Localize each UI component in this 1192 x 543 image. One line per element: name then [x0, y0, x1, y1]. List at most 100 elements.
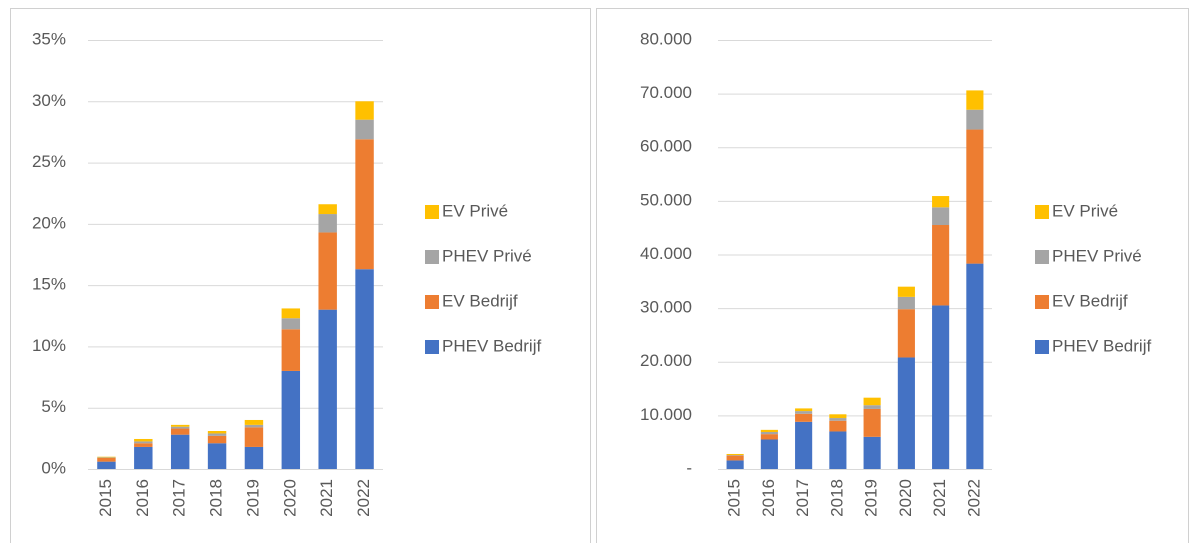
bar-segment [134, 438, 153, 442]
y-tick-label: 60.000 [640, 137, 692, 156]
y-tick-label: 70.000 [640, 83, 692, 102]
panel-frame [596, 8, 1189, 543]
bar-segment [244, 419, 264, 425]
legend-label: PHEV Privé [442, 246, 532, 265]
bar-segment [318, 309, 337, 469]
bar-segment [863, 397, 881, 406]
bar-segment [170, 428, 190, 435]
bar-segment [760, 429, 778, 432]
bar-segment [170, 424, 190, 427]
bar-segment [355, 101, 374, 120]
x-tick-label: 2016 [133, 479, 152, 517]
x-tick-label: 2020 [280, 479, 299, 517]
bar-segment [134, 443, 153, 447]
legend-swatch [425, 340, 439, 354]
bar-segment [97, 457, 116, 462]
bar-segment [795, 413, 813, 422]
bar-segment [795, 421, 813, 469]
bar-segment [829, 414, 847, 419]
bar-segment [795, 411, 813, 414]
y-tick-label: 35% [32, 29, 66, 48]
bar-segment [726, 455, 744, 456]
bar-segment [355, 119, 374, 140]
bar-segment [97, 457, 116, 458]
bar-segment [897, 296, 915, 310]
y-tick-label: 30% [32, 91, 66, 110]
x-tick-label: 2022 [354, 479, 373, 517]
bar-segment [207, 443, 227, 469]
bar-segment [207, 435, 227, 444]
bar-segment [207, 431, 227, 434]
panel-frame [10, 8, 591, 543]
legend-label: PHEV Bedrijf [1052, 336, 1151, 355]
y-tick-label: - [686, 458, 692, 477]
bar-segment [829, 418, 847, 421]
bar-segment [897, 286, 915, 297]
bar-segment [134, 441, 153, 444]
x-tick-label: 2019 [862, 479, 881, 517]
bar-segment [170, 434, 190, 469]
legend-swatch [1035, 205, 1049, 219]
x-tick-label: 2022 [964, 479, 983, 517]
bar-segment [244, 424, 264, 428]
bar-segment [966, 263, 984, 469]
bar-segment [760, 439, 778, 469]
bar-segment [795, 408, 813, 412]
bar-segment [318, 204, 337, 215]
legend-label: PHEV Bedrijf [442, 336, 541, 355]
bar-segment [829, 431, 847, 469]
bar-segment [134, 446, 153, 469]
legend-label: EV Privé [1052, 201, 1118, 220]
bar-segment [281, 318, 301, 330]
bar-segment [281, 329, 301, 371]
legend-swatch [425, 205, 439, 219]
bar-segment [932, 305, 950, 469]
bar-segment [355, 269, 374, 469]
legend-label: EV Privé [442, 201, 508, 220]
x-tick-label: 2015 [96, 479, 115, 517]
bar-segment [897, 357, 915, 469]
bar-segment [244, 446, 264, 469]
bar-segment [863, 405, 881, 409]
x-tick-label: 2018 [827, 479, 846, 517]
y-tick-label: 20% [32, 213, 66, 232]
legend-label: EV Bedrijf [442, 291, 518, 310]
bar-segment [281, 370, 301, 469]
bar-segment [726, 455, 744, 461]
legend-label: PHEV Privé [1052, 246, 1142, 265]
bar-segment [966, 90, 984, 110]
bar-segment [318, 232, 337, 310]
y-tick-label: 30.000 [640, 298, 692, 317]
x-tick-label: 2016 [759, 479, 778, 517]
legend-swatch [425, 295, 439, 309]
bar-segment [897, 309, 915, 358]
x-tick-label: 2019 [243, 479, 262, 517]
bar-segment [932, 196, 950, 208]
bar-segment [966, 109, 984, 130]
y-tick-label: 10% [32, 336, 66, 355]
bar-segment [726, 460, 744, 469]
legend-label: EV Bedrijf [1052, 291, 1128, 310]
bar-segment [726, 453, 744, 456]
legend-swatch [1035, 250, 1049, 264]
x-tick-label: 2018 [207, 479, 226, 517]
bar-segment [355, 139, 374, 270]
bar-segment [170, 426, 190, 429]
bar-segment [97, 461, 116, 469]
y-tick-label: 80.000 [640, 29, 692, 48]
y-tick-label: 25% [32, 152, 66, 171]
x-tick-label: 2020 [896, 479, 915, 517]
legend-swatch [1035, 295, 1049, 309]
bar-segment [966, 129, 984, 264]
bar-segment [829, 420, 847, 432]
x-tick-label: 2021 [930, 479, 949, 517]
legend-swatch [1035, 340, 1049, 354]
bar-segment [97, 456, 116, 458]
bar-segment [760, 434, 778, 440]
y-tick-label: 0% [41, 458, 66, 477]
bar-segment [244, 427, 264, 447]
x-tick-label: 2015 [725, 479, 744, 517]
y-tick-label: 10.000 [640, 405, 692, 424]
bar-segment [281, 308, 301, 319]
